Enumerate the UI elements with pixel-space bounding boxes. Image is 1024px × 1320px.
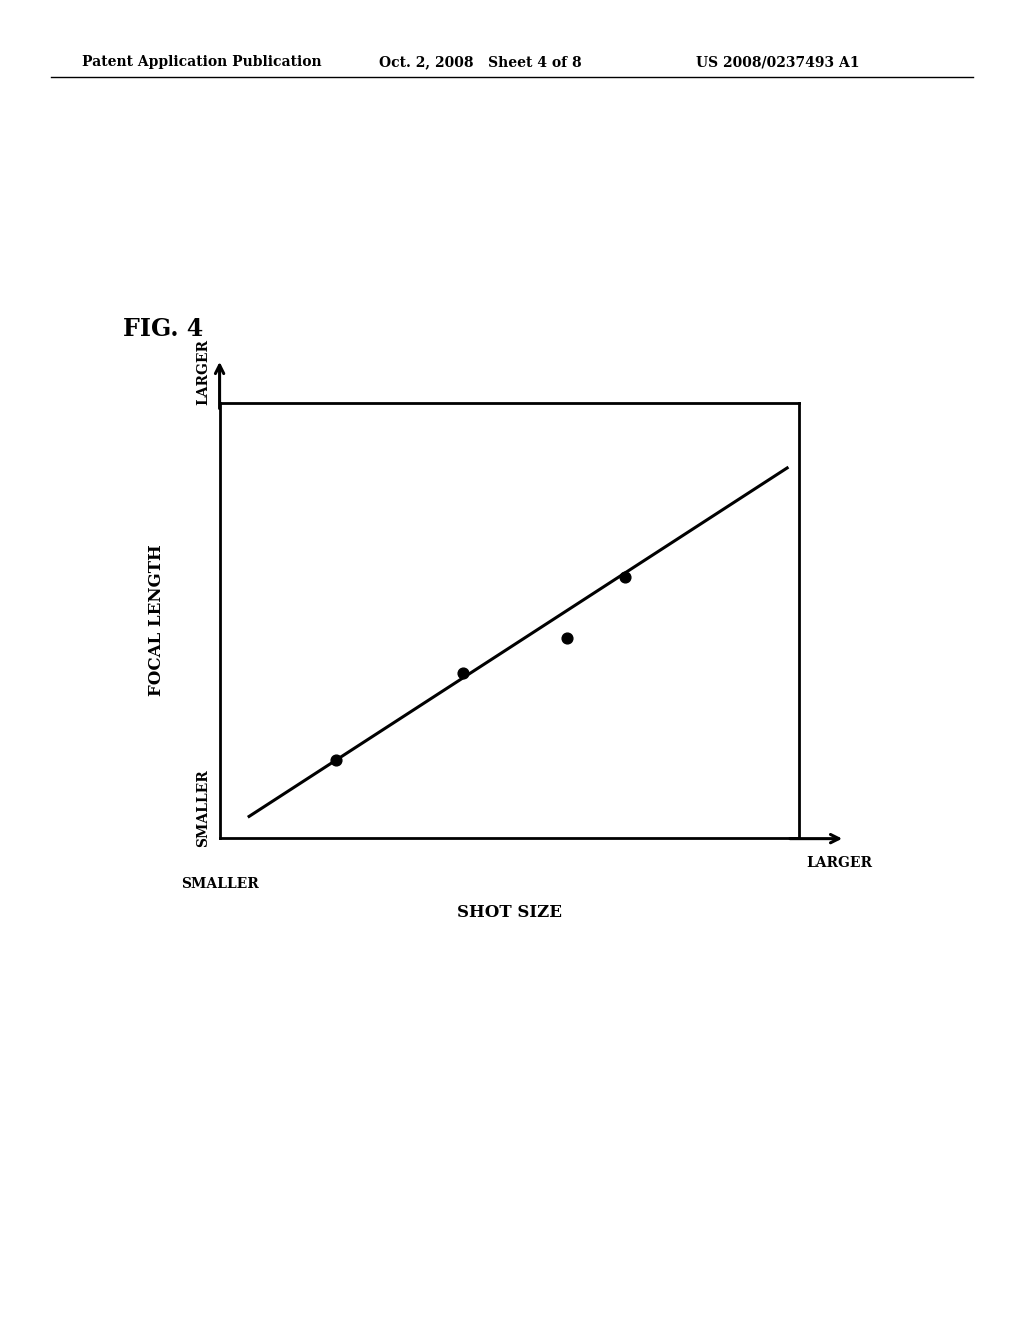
Text: Oct. 2, 2008   Sheet 4 of 8: Oct. 2, 2008 Sheet 4 of 8 bbox=[379, 55, 582, 70]
Text: FIG. 4: FIG. 4 bbox=[123, 317, 203, 341]
Text: US 2008/0237493 A1: US 2008/0237493 A1 bbox=[696, 55, 860, 70]
Point bbox=[455, 663, 471, 684]
Text: LARGER: LARGER bbox=[806, 855, 872, 870]
Text: Patent Application Publication: Patent Application Publication bbox=[82, 55, 322, 70]
Point bbox=[616, 566, 633, 587]
Text: SMALLER: SMALLER bbox=[196, 768, 210, 846]
Text: SMALLER: SMALLER bbox=[181, 878, 259, 891]
Text: SHOT SIZE: SHOT SIZE bbox=[457, 903, 562, 920]
Text: FOCAL LENGTH: FOCAL LENGTH bbox=[148, 545, 165, 696]
Point bbox=[559, 627, 575, 648]
Text: LARGER: LARGER bbox=[196, 339, 210, 405]
Point bbox=[328, 750, 344, 771]
